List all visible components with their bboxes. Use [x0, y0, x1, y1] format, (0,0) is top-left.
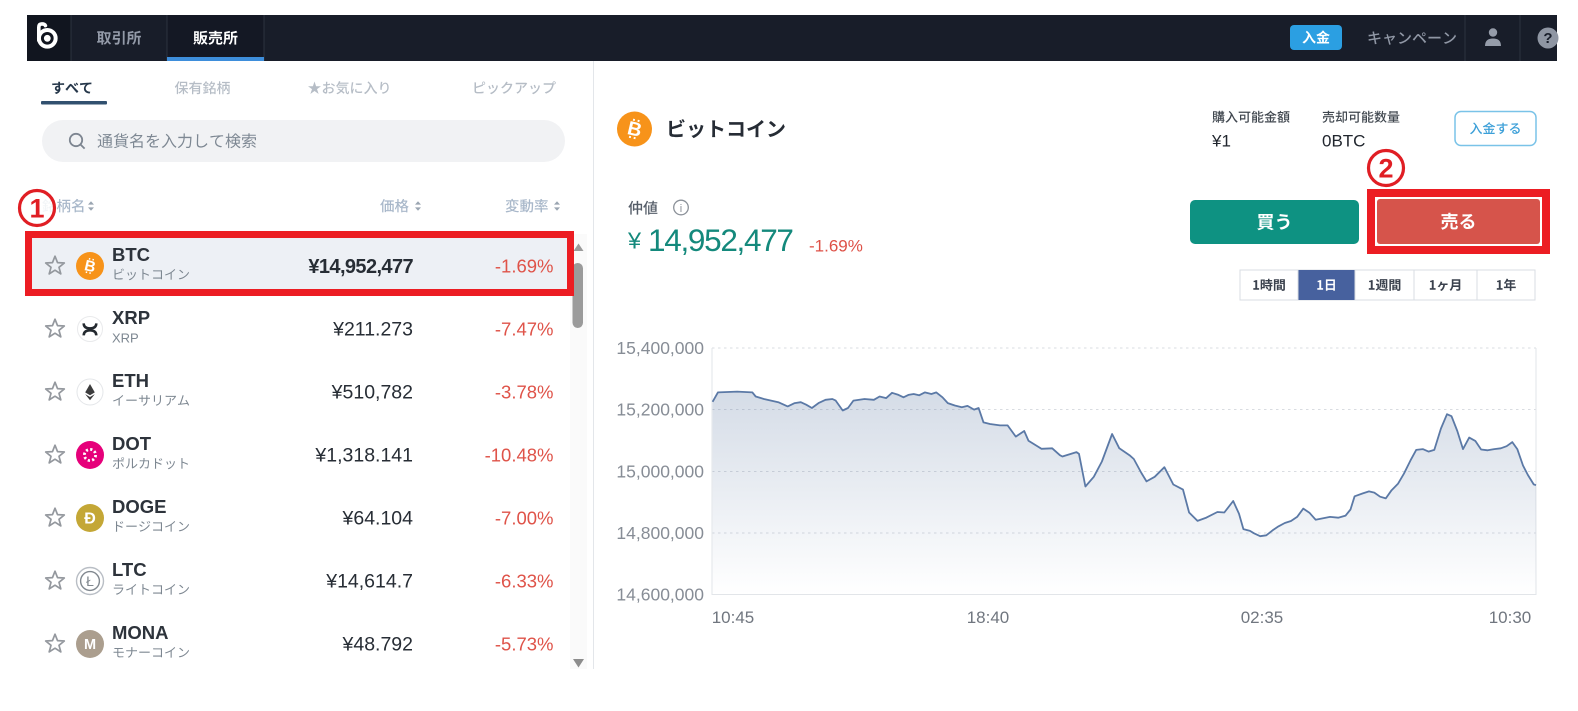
svg-text:18:40: 18:40	[967, 608, 1010, 627]
svg-text:14,800,000: 14,800,000	[616, 523, 704, 543]
svg-text:DOT: DOT	[112, 433, 152, 454]
svg-text:¥48.792: ¥48.792	[342, 634, 414, 656]
svg-text:-5.73%: -5.73%	[495, 633, 554, 654]
svg-text:14,600,000: 14,600,000	[616, 585, 704, 605]
svg-text:¥211.273: ¥211.273	[332, 319, 413, 341]
svg-text:0BTC: 0BTC	[1322, 131, 1365, 150]
svg-text:10:30: 10:30	[1489, 608, 1532, 627]
svg-text:XRP: XRP	[112, 307, 150, 328]
svg-text:15,400,000: 15,400,000	[616, 338, 704, 358]
svg-text:-3.78%: -3.78%	[495, 381, 554, 402]
svg-text:M: M	[84, 637, 96, 653]
svg-text:Ł: Ł	[86, 573, 94, 589]
svg-text:02:35: 02:35	[1241, 608, 1284, 627]
svg-text:¥510,782: ¥510,782	[331, 382, 413, 404]
svg-text:DOGE: DOGE	[112, 496, 166, 517]
svg-text:-7.00%: -7.00%	[495, 507, 554, 528]
svg-text:¥64.104: ¥64.104	[342, 508, 414, 530]
svg-text:-1.69%: -1.69%	[495, 255, 554, 276]
svg-text:1: 1	[29, 193, 44, 223]
svg-text:BTC: BTC	[112, 244, 150, 265]
svg-text:15,000,000: 15,000,000	[616, 462, 704, 482]
svg-text:15,200,000: 15,200,000	[616, 400, 704, 420]
svg-text:Đ: Đ	[84, 511, 96, 528]
svg-text:-6.33%: -6.33%	[495, 570, 554, 591]
svg-text:2: 2	[1378, 153, 1393, 183]
svg-text:14,952,477: 14,952,477	[648, 222, 793, 258]
svg-text:-1.69%: -1.69%	[809, 236, 863, 255]
svg-text:¥14,614.7: ¥14,614.7	[325, 571, 413, 593]
svg-text:MONA: MONA	[112, 622, 169, 643]
svg-text:i: i	[680, 203, 682, 215]
svg-text:-7.47%: -7.47%	[495, 318, 554, 339]
svg-text:XRP: XRP	[112, 331, 139, 346]
svg-text:10:45: 10:45	[712, 608, 755, 627]
svg-text:¥14,952,477: ¥14,952,477	[308, 256, 413, 278]
svg-text:¥1: ¥1	[1211, 131, 1231, 150]
svg-text:¥1,318.141: ¥1,318.141	[314, 445, 413, 467]
svg-text:LTC: LTC	[112, 559, 147, 580]
svg-text:-10.48%: -10.48%	[485, 444, 554, 465]
svg-text:¥: ¥	[627, 228, 642, 254]
svg-text:ETH: ETH	[112, 370, 149, 391]
svg-text:?: ?	[1543, 30, 1552, 47]
